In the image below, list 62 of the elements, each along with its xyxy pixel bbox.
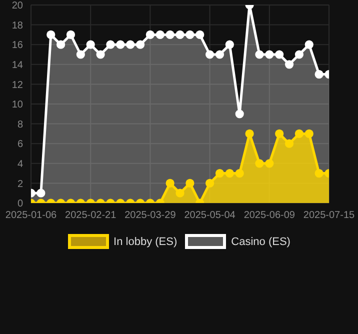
point — [96, 50, 105, 59]
point — [314, 169, 324, 178]
point — [215, 50, 224, 59]
point — [66, 30, 76, 39]
y-tick-label: 18 — [12, 20, 24, 32]
point — [206, 50, 214, 59]
x-tick-label: 2025-05-04 — [184, 210, 236, 222]
point — [86, 40, 95, 49]
point — [225, 40, 234, 49]
point — [294, 50, 304, 59]
point — [275, 129, 284, 138]
x-tick-label: 2025-06-09 — [244, 210, 296, 222]
point — [156, 30, 164, 39]
y-tick-label: 4 — [17, 158, 24, 170]
point — [136, 40, 145, 49]
y-tick-label: 8 — [17, 119, 24, 130]
y-tick-label: 14 — [12, 60, 24, 71]
point — [126, 40, 135, 49]
y-tick-label: 0 — [17, 198, 24, 210]
point — [196, 30, 204, 39]
point — [106, 40, 115, 49]
y-tick-label: 6 — [17, 139, 24, 150]
x-tick-label: 2025-07-15 — [303, 210, 356, 222]
point — [76, 50, 85, 59]
point — [265, 159, 274, 168]
legend-label: Casino (ES) — [231, 236, 290, 248]
y-tick-label: 12 — [12, 80, 24, 91]
y-tick-label: 16 — [12, 40, 24, 52]
point — [235, 169, 244, 178]
point — [186, 178, 194, 188]
point — [294, 129, 304, 138]
point — [275, 50, 284, 59]
point — [36, 188, 46, 198]
point — [284, 139, 294, 148]
point — [265, 50, 274, 59]
point — [166, 30, 174, 39]
x-tick-label: 2025-02-21 — [65, 210, 117, 222]
point — [116, 40, 125, 49]
y-tick-label: 10 — [12, 100, 24, 111]
point — [186, 30, 194, 39]
x-tick-label: 2025-01-06 — [5, 210, 58, 222]
x-tick-label: 2025-03-29 — [124, 210, 176, 222]
point — [46, 30, 56, 39]
point — [56, 40, 66, 49]
point — [235, 110, 244, 118]
point — [255, 50, 264, 59]
point — [225, 169, 234, 178]
point — [284, 60, 294, 69]
point — [255, 159, 264, 168]
legend-label: In lobby (ES) — [114, 236, 178, 248]
point — [166, 178, 174, 188]
point — [245, 129, 254, 138]
point — [304, 129, 314, 138]
y-tick-label: 2 — [17, 178, 24, 190]
point — [314, 70, 324, 79]
y-tick-label: 20 — [12, 0, 24, 12]
point — [206, 178, 214, 188]
point — [146, 30, 154, 39]
point — [176, 30, 184, 39]
point — [304, 40, 314, 49]
point — [215, 169, 224, 178]
point — [176, 188, 184, 198]
